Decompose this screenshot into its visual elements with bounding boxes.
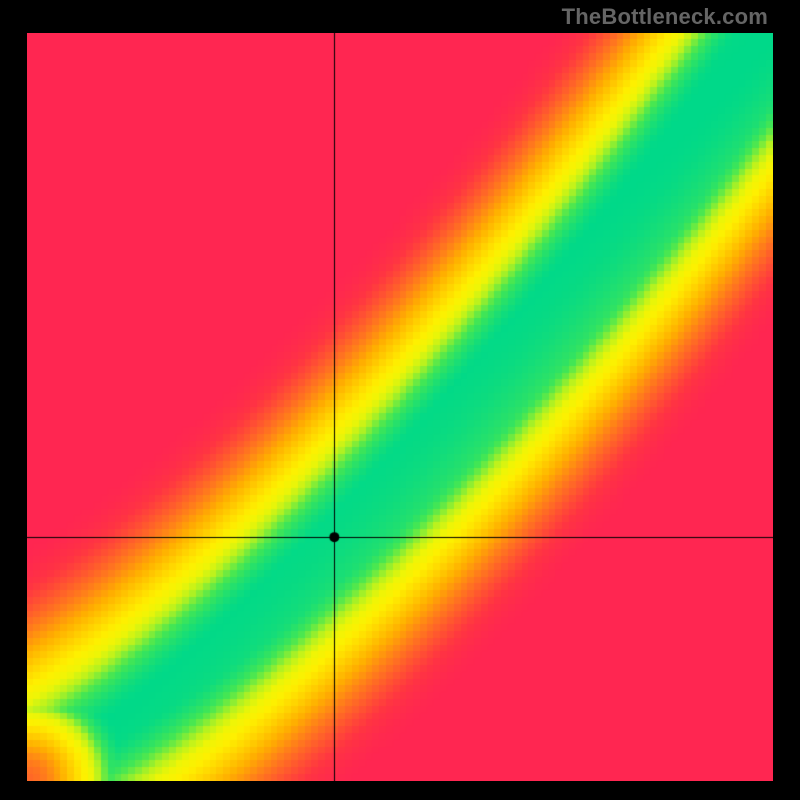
- bottleneck-heatmap: [27, 33, 773, 781]
- chart-container: TheBottleneck.com: [0, 0, 800, 800]
- attribution-text: TheBottleneck.com: [562, 4, 768, 30]
